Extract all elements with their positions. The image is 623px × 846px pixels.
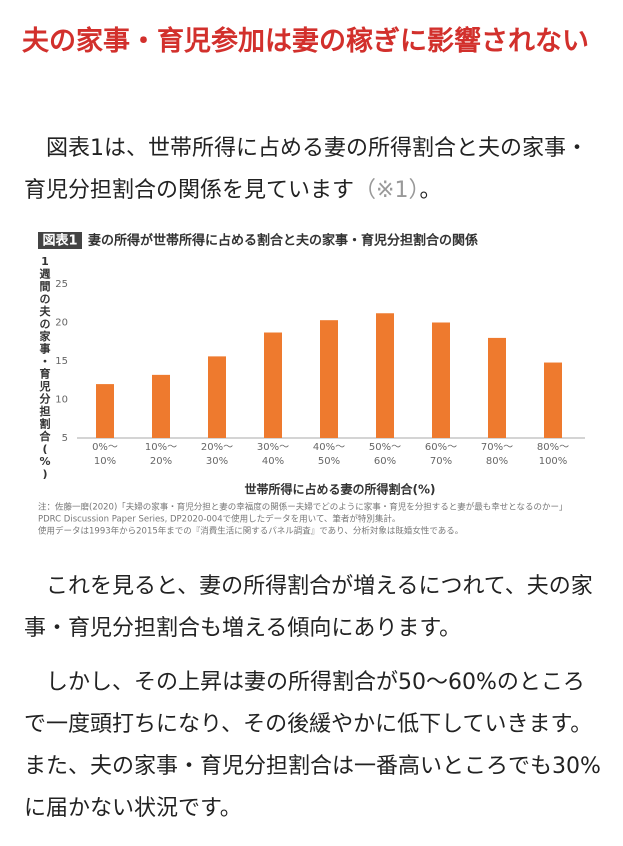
- x-tick-label: 0%〜 10%: [92, 442, 118, 467]
- x-tick-label: 10%〜 20%: [145, 442, 177, 467]
- bar: [320, 320, 338, 438]
- y-tick-label: 5: [62, 433, 68, 444]
- y-axis-label: 1 週間の夫の家事・育児分担割合(%): [39, 255, 52, 481]
- text: 。: [419, 178, 442, 203]
- bar: [96, 384, 114, 438]
- x-tick-label: 80%〜 100%: [537, 442, 569, 467]
- footnote: PDRC Discussion Paper Series, DP2020-004…: [38, 514, 400, 525]
- paragraph: しかし、その上昇は妻の所得割合が50〜60%のところで一度頭打ちになり、その後緩…: [24, 670, 601, 821]
- badge-bg: [38, 232, 82, 249]
- text: 図表1は、世帯所得に占める妻の所得割合と夫の家事・育児分担割合の関係を見ています: [24, 136, 588, 203]
- bar: [432, 322, 450, 438]
- chart: 図表1 妻の所得が世帯所得に占める割合と夫の家事・育児分担割合の関係 世帯所得に…: [38, 232, 585, 537]
- x-tick-label: 60%〜 70%: [425, 442, 457, 467]
- x-tick-label: 70%〜 80%: [481, 442, 513, 467]
- paragraph: これを見ると、妻の所得割合が増えるにつれて、夫の家事・育児分担割合も増える傾向に…: [24, 574, 593, 641]
- bar: [544, 362, 562, 438]
- bar: [488, 337, 506, 438]
- note-ref: （※1）: [354, 178, 420, 203]
- x-tick-label: 20%〜 30%: [201, 442, 233, 467]
- x-axis-label: 世帯所得に占める妻の所得割合(%): [245, 482, 436, 497]
- y-tick-label: 10: [55, 395, 68, 406]
- bar: [208, 356, 226, 438]
- footnote: 使用データは1993年から2015年までの『消費生活に関するパネル調査』であり、…: [38, 526, 463, 537]
- footnote: 注：佐藤一磨(2020)「夫婦の家事・育児分担と妻の幸福度の関係ー夫婦でどのよう…: [38, 502, 568, 513]
- y-tick-label: 20: [55, 318, 68, 329]
- x-tick-label: 50%〜 60%: [369, 442, 401, 467]
- badge: 図表1: [42, 233, 77, 249]
- bar: [152, 374, 170, 438]
- bar: [376, 313, 394, 438]
- x-tick-label: 40%〜 50%: [313, 442, 345, 467]
- chart-title: 妻の所得が世帯所得に占める割合と夫の家事・育児分担割合の関係: [88, 233, 478, 249]
- paragraph: 図表1は、世帯所得に占める妻の所得割合と夫の家事・育児分担割合の関係を見ています…: [24, 128, 604, 212]
- bar: [264, 332, 282, 438]
- heading: 夫の家事・育児参加は妻の稼ぎに影響されない: [22, 26, 589, 57]
- x-tick-label: 30%〜 40%: [257, 442, 289, 467]
- y-tick-label: 15: [55, 356, 68, 367]
- y-tick-label: 25: [55, 279, 68, 290]
